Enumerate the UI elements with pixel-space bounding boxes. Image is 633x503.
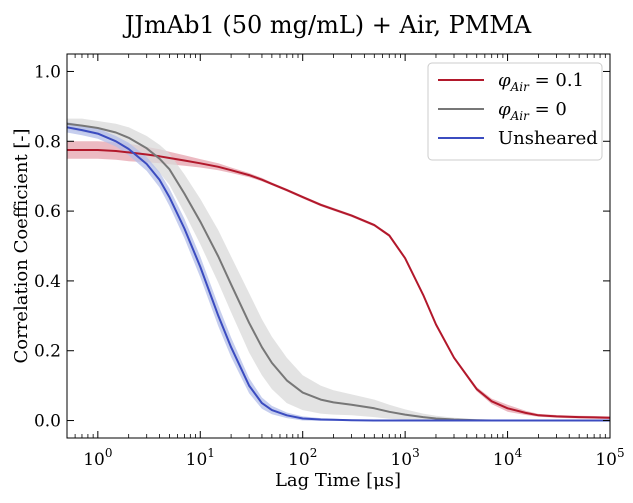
y-tick-label: 0.6 [34,202,61,222]
x-tick-label: 101 [186,446,215,470]
band-series-0 [67,141,610,420]
chart-title: JJmAb1 (50 mg/mL) + Air, PMMA [122,11,532,39]
line-series-2 [66,126,610,422]
x-tick-label: 105 [595,446,624,470]
y-tick-label: 0.8 [34,132,61,152]
x-tick-label: 103 [390,446,419,470]
y-tick-label: 1.0 [34,62,61,82]
line-series-0 [67,149,611,419]
legend-box [427,62,603,161]
y-tick-label: 0.4 [34,272,61,292]
axis-ticks: 100 101 102 103 104 105 0.0 0.2 0.4 0.6 0.8 1.0 [34,54,625,470]
x-axis-label: Lag Time [μs] [275,470,401,491]
x-tick-label: 102 [288,446,317,470]
x-tick-label: 100 [83,446,112,470]
plot-frame [66,53,611,439]
legend: φAir = 0.1 φAir = 0 Unsheared [427,62,603,161]
confidence-bands [67,118,610,422]
legend-label-1: φAir = 0 [498,99,567,123]
y-axis-label: Correlation Coefficient [-] [11,128,32,363]
y-tick-label: 0.2 [34,342,61,362]
y-tick-label: 0.0 [34,412,61,432]
x-tick-label: 104 [493,446,523,470]
series-lines [66,122,611,422]
legend-label-0: φAir = 0.1 [498,70,584,94]
legend-label-2: Unsheared [498,128,598,149]
